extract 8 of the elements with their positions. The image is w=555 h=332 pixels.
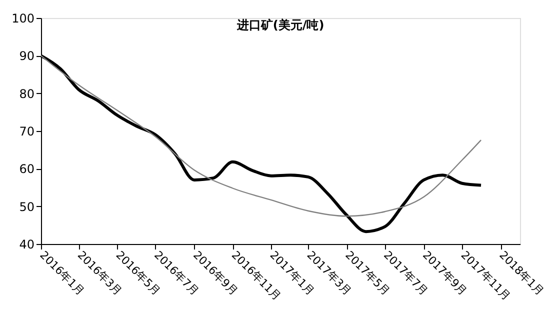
y-tick-label: 40 bbox=[19, 238, 34, 252]
y-tick-label: 90 bbox=[19, 49, 34, 64]
y-tick-label: 80 bbox=[19, 86, 34, 101]
chart-title: 进口矿(美元/吨) bbox=[236, 18, 324, 32]
y-tick-label: 70 bbox=[19, 124, 34, 138]
y-tick-label: 60 bbox=[19, 162, 34, 176]
y-tick-label: 100 bbox=[12, 12, 34, 26]
y-tick-label: 50 bbox=[19, 200, 34, 214]
